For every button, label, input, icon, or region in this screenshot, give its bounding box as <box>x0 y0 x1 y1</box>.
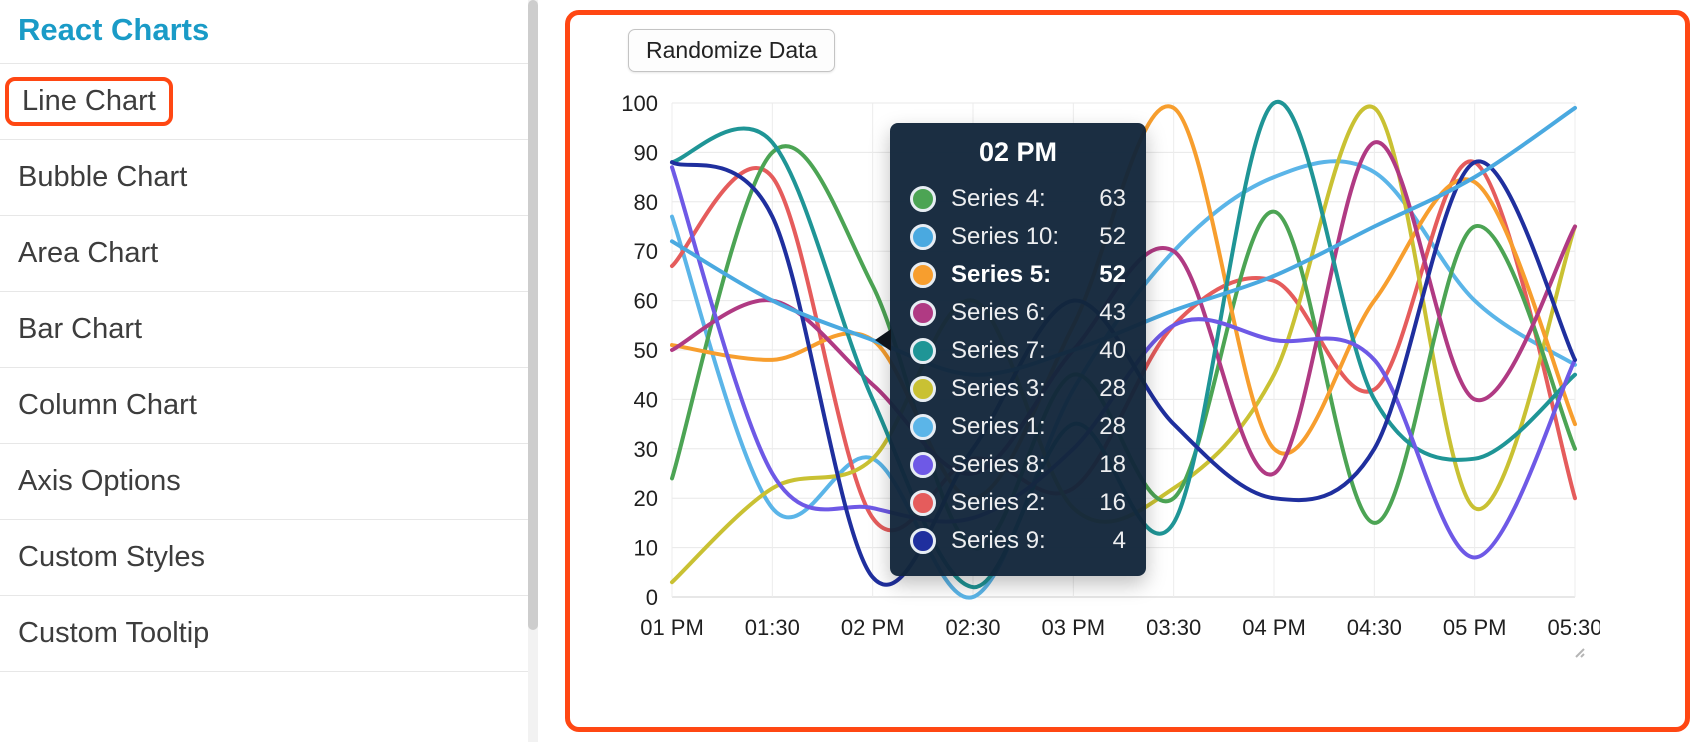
sidebar-item-label: Bar Chart <box>18 313 143 345</box>
tooltip-series-value: 16 <box>1099 489 1126 516</box>
sidebar-item-label: Bubble Chart <box>18 161 188 193</box>
tooltip-series-value: 43 <box>1099 299 1126 326</box>
sidebar-item-label: Custom Tooltip <box>18 617 210 649</box>
tooltip-series-value: 18 <box>1099 451 1126 478</box>
svg-text:80: 80 <box>634 190 658 215</box>
tooltip-series-value: 28 <box>1099 375 1126 402</box>
svg-text:02:30: 02:30 <box>945 615 1000 640</box>
series-color-dot-icon <box>910 224 936 250</box>
sidebar-scrollbar[interactable] <box>528 0 538 742</box>
svg-text:03 PM: 03 PM <box>1042 615 1106 640</box>
tooltip-rows: Series 4: 63 Series 10: 52 Series 5: 52 Series… <box>890 180 1146 560</box>
sidebar-item-label: Area Chart <box>18 237 159 269</box>
sidebar-item-label: Custom Styles <box>18 541 205 573</box>
tooltip-caret-icon <box>875 329 891 351</box>
svg-text:100: 100 <box>621 91 658 116</box>
series-color-dot-icon <box>910 414 936 440</box>
svg-text:03:30: 03:30 <box>1146 615 1201 640</box>
tooltip-row: Series 9: 4 <box>890 522 1146 560</box>
svg-text:01:30: 01:30 <box>745 615 800 640</box>
tooltip-row: Series 4: 63 <box>890 180 1146 218</box>
series-color-dot-icon <box>910 490 936 516</box>
tooltip-row: Series 10: 52 <box>890 218 1146 256</box>
svg-text:60: 60 <box>634 289 658 314</box>
sidebar: React Charts Line Chart Bubble Chart Area … <box>0 0 528 742</box>
svg-text:10: 10 <box>634 536 658 561</box>
svg-text:04 PM: 04 PM <box>1242 615 1306 640</box>
sidebar-item-custom-tooltip[interactable]: Custom Tooltip <box>0 595 528 672</box>
tooltip-series-label: Series 7: <box>951 337 1046 364</box>
svg-text:02 PM: 02 PM <box>841 615 905 640</box>
sidebar-item-label: Column Chart <box>18 389 197 421</box>
chart-tooltip: 02 PM Series 4: 63 Series 10: 52 Series 5: 52… <box>875 123 1146 576</box>
tooltip-row: Series 5: 52 <box>890 256 1146 294</box>
svg-text:30: 30 <box>634 437 658 462</box>
sidebar-item-bar-chart[interactable]: Bar Chart <box>0 291 528 367</box>
resize-handle-icon[interactable] <box>1570 643 1586 659</box>
tooltip-series-label: Series 5: <box>951 261 1052 288</box>
tooltip-row: Series 2: 16 <box>890 484 1146 522</box>
sidebar-item-column-chart[interactable]: Column Chart <box>0 367 528 443</box>
sidebar-scrollbar-thumb[interactable] <box>528 0 538 630</box>
svg-text:05:30: 05:30 <box>1547 615 1600 640</box>
tooltip-row: Series 3: 28 <box>890 370 1146 408</box>
tooltip-series-label: Series 10: <box>951 223 1060 250</box>
svg-text:01 PM: 01 PM <box>640 615 704 640</box>
tooltip-series-value: 40 <box>1099 337 1126 364</box>
tooltip-title: 02 PM <box>978 137 1058 167</box>
svg-text:04:30: 04:30 <box>1347 615 1402 640</box>
tooltip-series-label: Series 9: <box>951 527 1046 554</box>
tooltip-series-value: 28 <box>1099 413 1126 440</box>
sidebar-item-bubble-chart[interactable]: Bubble Chart <box>0 139 528 215</box>
svg-text:20: 20 <box>634 486 658 511</box>
series-color-dot-icon <box>910 528 936 554</box>
tooltip-series-value: 52 <box>1099 261 1126 288</box>
tooltip-row: Series 6: 43 <box>890 294 1146 332</box>
tooltip-series-value: 4 <box>1112 527 1126 554</box>
tooltip-series-value: 52 <box>1099 223 1126 250</box>
series-color-dot-icon <box>910 376 936 402</box>
app-title[interactable]: React Charts <box>18 12 210 47</box>
series-color-dot-icon <box>910 338 936 364</box>
sidebar-item-custom-styles[interactable]: Custom Styles <box>0 519 528 595</box>
svg-text:05 PM: 05 PM <box>1443 615 1507 640</box>
chart-panel: Randomize Data 0 10 20 30 40 50 60 70 80 90 100 01 … <box>565 10 1690 732</box>
series-color-dot-icon <box>910 262 936 288</box>
tooltip-series-label: Series 3: <box>951 375 1046 402</box>
sidebar-item-line-chart[interactable]: Line Chart <box>0 63 528 139</box>
svg-text:90: 90 <box>634 140 658 165</box>
svg-text:50: 50 <box>634 338 658 363</box>
randomize-data-button[interactable]: Randomize Data <box>628 29 836 72</box>
tooltip-series-label: Series 6: <box>951 299 1046 326</box>
series-color-dot-icon <box>910 186 936 212</box>
tooltip-series-label: Series 8: <box>951 451 1046 478</box>
sidebar-nav: Line Chart Bubble Chart Area Chart Bar Char… <box>0 63 528 672</box>
tooltip-series-value: 63 <box>1099 185 1126 212</box>
sidebar-item-area-chart[interactable]: Area Chart <box>0 215 528 291</box>
series-color-dot-icon <box>910 452 936 478</box>
tooltip-row: Series 1: 28 <box>890 408 1146 446</box>
svg-text:40: 40 <box>634 387 658 412</box>
tooltip-series-label: Series 2: <box>951 489 1046 516</box>
tooltip-series-label: Series 4: <box>951 185 1046 212</box>
tooltip-row: Series 8: 18 <box>890 446 1146 484</box>
sidebar-item-axis-options[interactable]: Axis Options <box>0 443 528 519</box>
tooltip-series-label: Series 1: <box>951 413 1046 440</box>
series-color-dot-icon <box>910 300 936 326</box>
svg-text:0: 0 <box>646 585 658 610</box>
sidebar-item-label: Axis Options <box>18 465 181 497</box>
tooltip-row: Series 7: 40 <box>890 332 1146 370</box>
sidebar-item-label: Line Chart <box>5 77 173 126</box>
svg-text:70: 70 <box>634 239 658 264</box>
